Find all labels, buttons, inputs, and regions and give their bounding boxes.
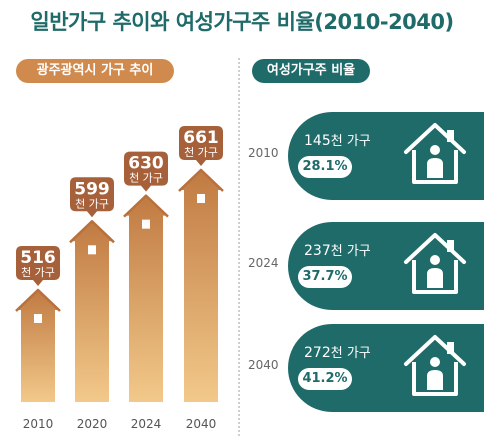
window-icon xyxy=(88,245,96,255)
person-icon xyxy=(427,255,443,288)
data-label-unit: 천 가구 xyxy=(129,171,163,185)
x-tick-label: 2020 xyxy=(77,417,108,431)
household-count: 145천 가구 xyxy=(304,133,371,149)
female-head-pill: 272천 가구 41.2% xyxy=(288,324,484,412)
value-bubble xyxy=(16,246,60,286)
person-icon xyxy=(427,145,443,178)
row-year: 2040 xyxy=(248,358,279,372)
row-year: 2024 xyxy=(248,256,279,270)
female-head-row-2010: 2010 145천 가구 28.1% xyxy=(244,112,484,200)
bar-2010 xyxy=(17,290,59,402)
percent-badge: 28.1% xyxy=(298,156,352,178)
bar-roof xyxy=(178,168,224,192)
data-label-unit: 천 가구 xyxy=(75,196,109,210)
female-head-ratio-tag: 여성가구주 비율 xyxy=(252,59,370,83)
data-label: 630 xyxy=(128,154,164,174)
percent-badge: 37.7% xyxy=(298,266,352,288)
window-icon xyxy=(142,219,150,229)
female-head-pill: 145천 가구 28.1% xyxy=(288,112,484,200)
window-icon xyxy=(34,314,42,323)
row-year: 2010 xyxy=(248,146,279,160)
data-label: 599 xyxy=(74,179,110,199)
bar-roof xyxy=(123,194,169,218)
value-bubble xyxy=(179,126,223,166)
divider xyxy=(238,58,240,436)
house-icon xyxy=(404,335,466,396)
female-head-row-2024: 2024 237천 가구 37.7% xyxy=(244,222,484,310)
bar-roof xyxy=(15,288,61,312)
bar-roof xyxy=(69,220,115,244)
value-bubble xyxy=(124,151,168,192)
household-count: 272천 가구 xyxy=(304,345,371,361)
value-bubble xyxy=(70,177,114,218)
x-tick-label: 2010 xyxy=(23,417,54,431)
household-trend-tag: 광주광역시 가구 추이 xyxy=(16,59,174,83)
window-icon xyxy=(197,194,205,203)
page-title: 일반가구 추이와 여성가구주 비율(2010-2040) xyxy=(30,10,454,34)
data-label-unit: 천 가구 xyxy=(21,265,55,279)
x-tick-label: 2040 xyxy=(186,417,217,431)
percent-badge: 41.2% xyxy=(298,368,352,390)
bar-2024 xyxy=(125,195,167,402)
house-icon xyxy=(404,233,466,294)
bar-2040 xyxy=(180,170,222,402)
person-icon xyxy=(427,357,443,390)
female-head-pill: 237천 가구 37.7% xyxy=(288,222,484,310)
data-label: 661 xyxy=(183,128,219,148)
household-count: 237천 가구 xyxy=(304,243,371,259)
x-tick-label: 2024 xyxy=(131,417,162,431)
data-label: 516 xyxy=(20,248,56,268)
data-label-unit: 천 가구 xyxy=(184,145,218,159)
bar-2020 xyxy=(71,221,113,402)
house-icon xyxy=(404,123,466,184)
female-head-row-2040: 2040 272천 가구 41.2% xyxy=(244,324,484,412)
